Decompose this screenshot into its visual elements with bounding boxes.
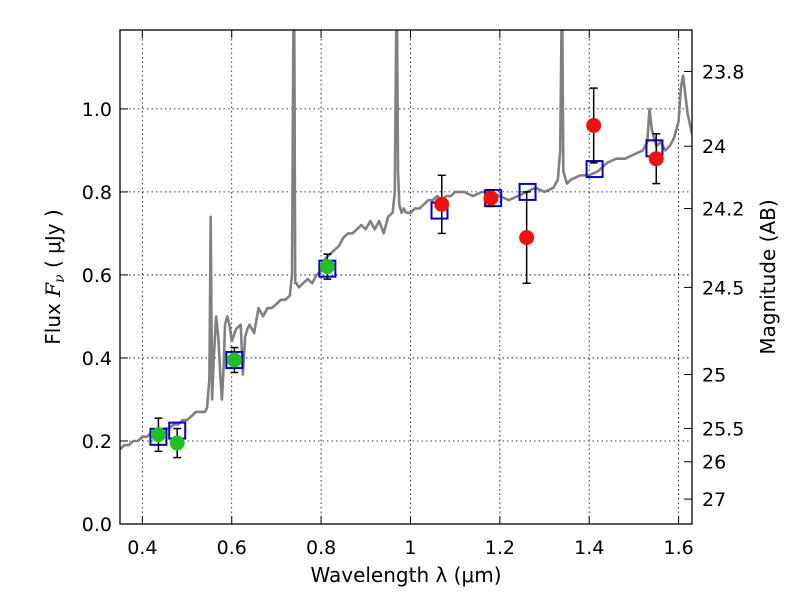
y2-tick-label: 24.5 <box>702 277 744 299</box>
y-tick-label: 0.2 <box>82 431 112 453</box>
nir-data-point <box>483 190 499 206</box>
y-axis-title-subscript: ν <box>52 274 68 283</box>
x-tick-label: 0.4 <box>127 537 157 559</box>
y2-tick-label: 24 <box>702 136 726 158</box>
y2-axis-title: Magnitude (AB) <box>756 199 780 354</box>
spectrum-line <box>120 30 692 451</box>
x-tick-label: 0.6 <box>217 537 247 559</box>
y-axis-title-symbol: F <box>41 282 65 298</box>
x-tick-label: 0.8 <box>306 537 336 559</box>
nir-data-point <box>586 117 602 133</box>
tick-marks <box>120 30 692 525</box>
optical-data-point <box>169 435 185 451</box>
x-tick-label: 1.6 <box>663 537 693 559</box>
marker-layer <box>149 87 664 459</box>
y2-tick-label: 26 <box>702 452 726 474</box>
nir-data-point <box>519 230 535 246</box>
x-tick-label: 1 <box>404 537 416 559</box>
y2-tick-label: 27 <box>702 489 726 511</box>
x-axis-title: Wavelength λ (μm) <box>310 563 501 587</box>
optical-data-point <box>226 352 242 368</box>
y-tick-labels: 0.0 0.2 0.4 0.6 0.8 1.0 <box>82 99 112 536</box>
optical-data-point <box>150 427 166 443</box>
y-tick-label: 0.6 <box>82 265 112 287</box>
nir-data-point <box>648 151 664 167</box>
model-square-marker <box>518 182 537 201</box>
nir-data-point <box>434 196 450 212</box>
y-axis-title: Flux Fν ( μJy ) <box>41 209 68 344</box>
x-tick-labels: 0.4 0.6 0.8 1 1.2 1.4 1.6 <box>127 537 693 559</box>
y2-tick-label: 23.8 <box>702 62 744 84</box>
y-tick-label: 0.4 <box>82 348 112 370</box>
y-tick-label: 0.0 <box>82 514 112 536</box>
y-axis-title-prefix: Flux <box>41 297 65 345</box>
y-tick-label: 1.0 <box>82 99 112 121</box>
y2-tick-label: 25 <box>702 365 726 387</box>
y-axis-title-suffix: ( μJy ) <box>41 209 65 274</box>
model-square-marker <box>585 160 604 179</box>
x-tick-label: 1.2 <box>485 537 515 559</box>
y2-tick-labels: 23.8 24 24.2 24.5 25 25.5 26 27 <box>702 62 744 512</box>
spectrum-layer <box>120 30 692 451</box>
x-tick-label: 1.4 <box>574 537 604 559</box>
gridlines <box>120 30 692 525</box>
y2-tick-label: 24.2 <box>702 199 744 221</box>
optical-data-point <box>319 259 335 275</box>
plot-frame <box>119 29 693 525</box>
y-tick-label: 0.8 <box>82 182 112 204</box>
y2-tick-label: 25.5 <box>702 419 744 441</box>
